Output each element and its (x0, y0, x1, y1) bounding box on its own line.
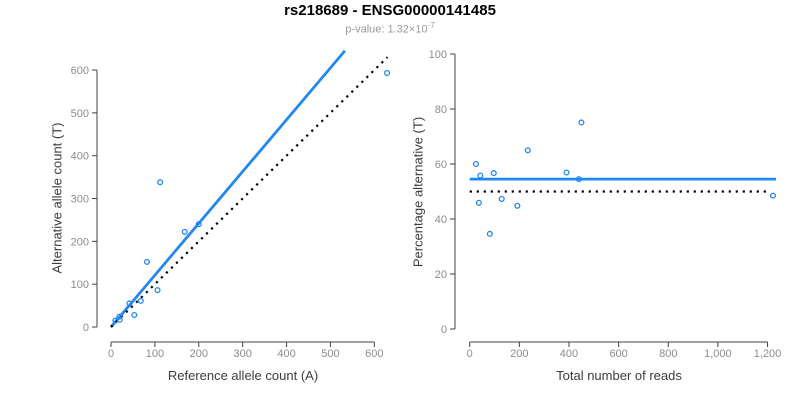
right-plot-y-tick-label: 40 (435, 214, 447, 226)
left-plot-data-point (131, 311, 138, 319)
right-plot-x-axis-label: Total number of reads (556, 368, 682, 383)
left-plot-data-point (154, 287, 161, 294)
right-plot-x-tick-label: 0 (467, 348, 473, 360)
right-plot-data-point (486, 230, 493, 237)
left-plot-x-tick-label: 300 (233, 348, 251, 360)
left-plot-x-tick-label: 600 (365, 348, 383, 360)
left-plot-fit-line (109, 49, 347, 328)
left-plot-x-tick-label: 200 (190, 348, 208, 360)
left-plot-data-point (126, 300, 133, 307)
right-plot-x-tick-label: 1,000 (704, 348, 732, 360)
left-plot-x-tick-label: 500 (321, 348, 339, 360)
right-plot-y-tick-label: 60 (435, 159, 447, 171)
right-plot-data-point (524, 147, 531, 154)
left-plot-identity-line (110, 56, 389, 328)
left-plot-y-tick-label: 600 (71, 65, 89, 77)
right-plot-x-tick-label: 1,200 (754, 348, 782, 360)
left-plot-data-point (143, 258, 151, 265)
left-plot-data-point (181, 228, 188, 235)
right-plot-data-point (477, 172, 484, 179)
right-plot-data-point (490, 170, 497, 177)
left-plot-data-point (137, 297, 144, 304)
left-plot-data-point (116, 316, 123, 323)
right-plot-data-point (475, 199, 482, 206)
left-plot-x-tick-label: 100 (146, 348, 164, 360)
left-plot-x-tick-label: 400 (277, 348, 295, 360)
right-plot-y-tick-label: 100 (429, 49, 447, 61)
left-plot-y-tick-label: 200 (71, 236, 89, 248)
plot-subtitle: p-value: 1.32×10-7 (0, 21, 790, 36)
right-plot-data-point (575, 176, 582, 183)
left-plot-data-point (157, 179, 164, 186)
pvalue-text: p-value: 1.32×10 (345, 23, 428, 36)
right-plot-y-tick-label: 80 (435, 104, 447, 116)
plot-title: rs218689 - ENSG00000141485 (284, 2, 496, 19)
left-plot-y-tick-label: 0 (83, 322, 89, 334)
right-plot-x-tick-label: 400 (560, 348, 578, 360)
left-plot-x-axis-label: Reference allele count (A) (167, 368, 319, 383)
right-plot-y-tick-label: 0 (441, 324, 447, 336)
right-plot-data-point (578, 119, 585, 126)
right-plot-data-point (514, 202, 521, 209)
left-plot-y-tick-label: 400 (71, 151, 89, 163)
left-plot-data-point (116, 313, 123, 320)
pvalue-exponent: -7 (427, 21, 435, 30)
left-plot-data-point (384, 69, 391, 77)
right-plot-x-tick-label: 800 (659, 348, 677, 360)
right-plot-data-point (498, 195, 505, 202)
right-plot-data-point (563, 169, 570, 176)
right-plot-y-tick-label: 20 (435, 269, 447, 281)
right-plot-data-point (472, 160, 479, 168)
left-plot-data-point (195, 221, 202, 228)
right-plot-data-point (769, 192, 777, 199)
left-plot-y-tick-label: 500 (71, 108, 89, 120)
right-plot-x-tick-label: 200 (510, 348, 528, 360)
left-plot-y-tick-label: 300 (71, 194, 89, 206)
right-plot-y-axis-label: Percentage alternative (T) (410, 116, 426, 268)
left-plot-x-tick-label: 0 (108, 348, 114, 360)
left-plot-y-axis-label: Alternative allele count (T) (49, 122, 65, 274)
left-plot-y-tick-label: 100 (71, 279, 89, 291)
right-plot-x-tick-label: 600 (609, 348, 627, 360)
